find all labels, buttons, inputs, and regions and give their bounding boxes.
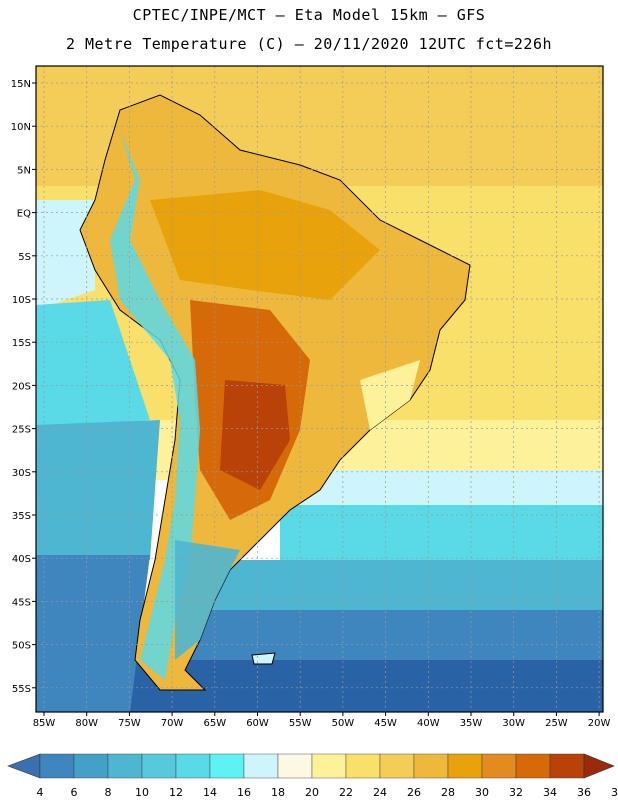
- ocean-pacific-warm: [36, 200, 95, 310]
- colorbar-swatch: [277, 753, 313, 779]
- lon-label: 60W: [246, 718, 269, 729]
- colorbar-swatch: [447, 753, 483, 779]
- colorbar-swatch: [345, 753, 381, 779]
- colorbar-swatch: [175, 753, 211, 779]
- lon-label: 50W: [332, 718, 355, 729]
- colorbar-swatch: [39, 753, 75, 779]
- lat-label: 40S: [12, 554, 31, 565]
- lon-label: 20W: [588, 718, 611, 729]
- lat-label: 45S: [12, 597, 31, 608]
- lat-label: 10S: [12, 295, 31, 306]
- colorbar-arrow-left: [7, 753, 41, 779]
- colorbar-label: 14: [203, 786, 217, 799]
- colorbar-label: 8: [105, 786, 112, 799]
- colorbar-swatch: [413, 753, 449, 779]
- colorbar-label: 10: [135, 786, 149, 799]
- colorbar-label: 34: [543, 786, 557, 799]
- map-subtitle: 2 Metre Temperature (C) – 20/11/2020 12U…: [65, 35, 553, 53]
- lon-label: 40W: [417, 718, 440, 729]
- colorbar-label: 4: [37, 786, 44, 799]
- map-title: CPTEC/INPE/MCT – Eta Model 15km – GFS: [132, 6, 486, 24]
- colorbar-label: 24: [373, 786, 387, 799]
- lon-label: 75W: [118, 718, 141, 729]
- lon-label: 65W: [203, 718, 226, 729]
- brazil-coast-mild: [360, 360, 420, 430]
- lon-label: 25W: [545, 718, 568, 729]
- ocean-pacific-cold: [36, 420, 160, 560]
- lon-label: 55W: [289, 718, 312, 729]
- colorbar: [7, 753, 615, 779]
- patagonia-cool: [175, 540, 240, 660]
- colorbar-swatch: [481, 753, 517, 779]
- lat-label: 50S: [12, 641, 31, 652]
- lat-label: 25S: [12, 425, 31, 436]
- colorbar-label: 30: [475, 786, 489, 799]
- colorbar-label: 36: [577, 786, 591, 799]
- lat-label: 15S: [12, 338, 31, 349]
- lon-label: 85W: [33, 718, 56, 729]
- ocean-pacific-cool: [36, 300, 150, 430]
- lon-label: 45W: [374, 718, 397, 729]
- lon-label: 80W: [75, 718, 98, 729]
- colorbar-labels: 4 6 8 10 12 14 16 18 20 22 24 26 28 30 32 34 36 38: [37, 786, 618, 799]
- colorbar-label: 20: [305, 786, 319, 799]
- colorbar-swatch: [515, 753, 551, 779]
- ocean-pacific-south: [36, 555, 150, 712]
- colorbar-label: 32: [509, 786, 523, 799]
- lat-label: 5N: [17, 165, 31, 176]
- amazon-warm-area: [150, 190, 380, 300]
- lat-label: 10N: [11, 122, 31, 133]
- lon-label: 70W: [161, 718, 184, 729]
- colorbar-swatch: [73, 753, 109, 779]
- colorbar-arrow-right: [583, 753, 615, 779]
- lat-label: 35S: [12, 511, 31, 522]
- colorbar-swatch: [243, 753, 279, 779]
- latitude-labels: 15N 10N 5N EQ 5S 10S 15S 20S 25S 30S 35S 40S 45S 50S 5…: [11, 79, 36, 695]
- lat-label: 5S: [18, 252, 31, 263]
- map-frame: [35, 65, 604, 713]
- falkland-islands: [251, 652, 276, 665]
- lon-label: 30W: [502, 718, 525, 729]
- colorbar-swatch: [141, 753, 177, 779]
- colorbar-swatch: [209, 753, 245, 779]
- colorbar-label: 28: [441, 786, 455, 799]
- colorbar-label: 18: [271, 786, 285, 799]
- colorbar-swatch: [379, 753, 415, 779]
- colorbar-swatch: [107, 753, 143, 779]
- lat-label: EQ: [17, 209, 31, 220]
- ocean-south-atlantic-mild: [300, 470, 603, 510]
- colorbar-label: 6: [71, 786, 78, 799]
- colorbar-label: 16: [237, 786, 251, 799]
- lat-label: 15N: [11, 79, 31, 90]
- colorbar-label: 26: [407, 786, 421, 799]
- map-field: [36, 66, 603, 712]
- colorbar-swatch: [549, 753, 585, 779]
- chaco-hottest-area: [220, 380, 290, 490]
- colorbar-label: 38: [611, 786, 618, 799]
- lat-label: 20S: [12, 381, 31, 392]
- colorbar-swatch: [311, 753, 347, 779]
- lat-label: 30S: [12, 468, 31, 479]
- ocean-south-atlantic-cool: [280, 505, 603, 565]
- lon-label: 35W: [460, 718, 483, 729]
- colorbar-label: 22: [339, 786, 353, 799]
- lat-label: 55S: [12, 684, 31, 695]
- longitude-labels: 85W 80W 75W 70W 65W 60W 55W 50W 45W 40W 35W 30W 25W 2…: [33, 712, 611, 729]
- colorbar-label: 12: [169, 786, 183, 799]
